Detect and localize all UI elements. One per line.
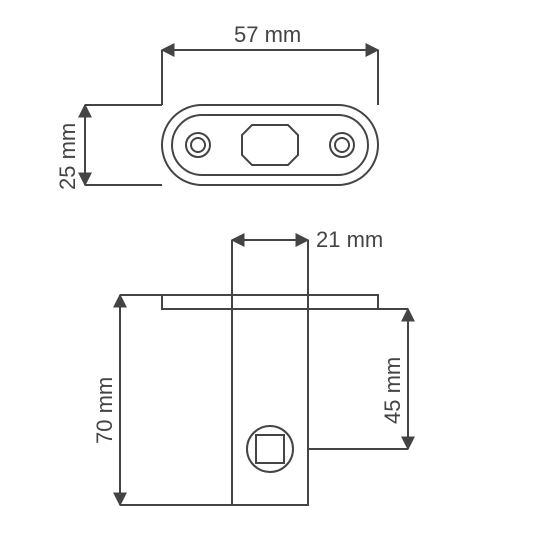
screw-hole-outer (186, 133, 210, 157)
screw-hole-outer (330, 133, 354, 157)
dimension-label: 25 mm (55, 123, 80, 190)
dimension-label: 45 mm (380, 357, 405, 424)
dimension-label: 70 mm (92, 377, 117, 444)
side-barrel (232, 309, 308, 505)
screw-hole-inner (335, 138, 349, 152)
technical-drawing: 57 mm 25 mm 21 mm 70 mm 45 mm (0, 0, 551, 551)
plate-outer (162, 105, 378, 185)
cam-opening (242, 125, 298, 165)
dimension-label: 21 mm (316, 227, 383, 252)
side-cam-square (256, 435, 284, 463)
side-cam-circle (247, 426, 293, 472)
screw-hole-inner (191, 138, 205, 152)
dimension-label: 57 mm (234, 22, 301, 47)
side-plate (162, 295, 378, 309)
